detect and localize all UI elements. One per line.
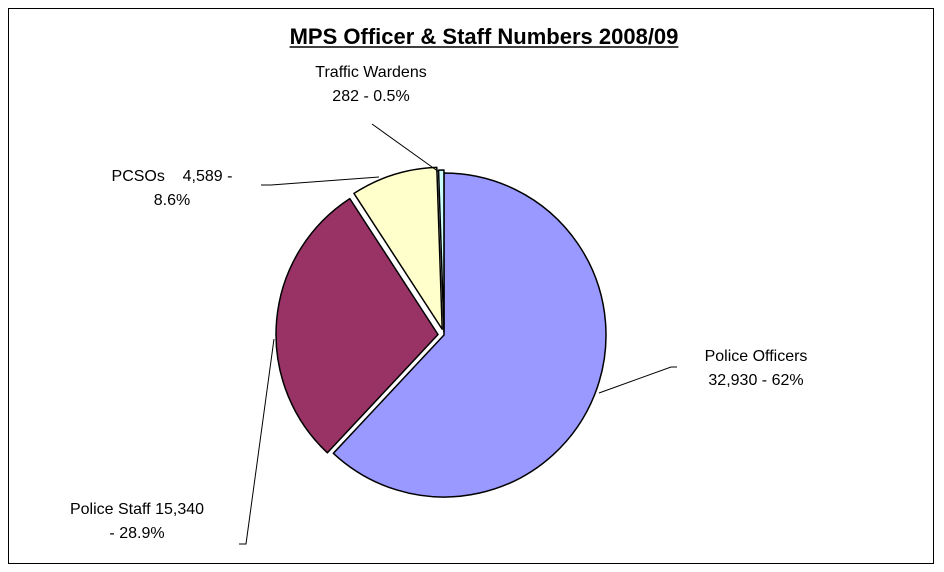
leader-line <box>239 338 275 545</box>
pie-chart: MPS Officer & Staff Numbers 2008/09 Poli… <box>70 24 807 545</box>
data-label: Police Officers 32,930 - 62% <box>705 348 808 389</box>
data-label: PCSOs 4,589 -8.6% <box>112 168 233 209</box>
data-labels: Police Officers 32,930 - 62% Police Staff … <box>70 64 807 542</box>
chart-frame: MPS Officer & Staff Numbers 2008/09 Poli… <box>8 8 934 564</box>
leader-line <box>371 123 440 173</box>
chart-title: MPS Officer & Staff Numbers 2008/09 <box>290 24 679 49</box>
pie-slice-police-staff <box>275 197 439 454</box>
leader-line <box>261 176 380 186</box>
data-label: Police Staff 15,340- 28.9% <box>70 501 204 542</box>
pie-slice-pcsos <box>353 166 443 331</box>
leader-lines <box>239 123 677 545</box>
pie-slice-police-officers <box>332 172 607 498</box>
data-label: Traffic Wardens 282 - 0.5% <box>315 64 426 105</box>
pie-slice-traffic-wardens <box>437 169 445 333</box>
pie-slices <box>275 166 607 498</box>
leader-line <box>598 366 677 394</box>
